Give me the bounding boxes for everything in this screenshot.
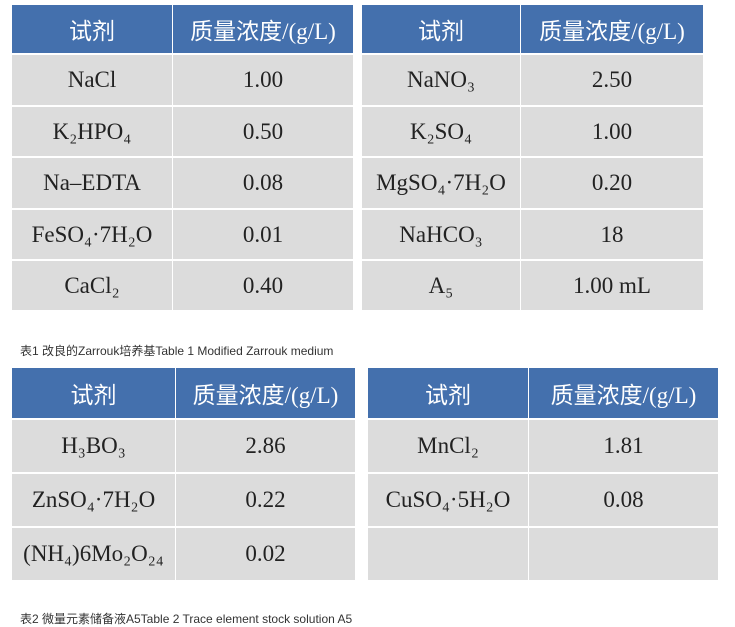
table-cell: FeSO₄·7H₂O [12, 210, 172, 259]
table-cell: 1.81 [529, 420, 718, 472]
table-cell: 18 [521, 210, 703, 259]
header-cell: 试剂 [12, 5, 172, 53]
header-cell: 试剂 [12, 368, 175, 418]
table-cell: (NH₄)6Mo₂O₂₄ [12, 528, 175, 580]
table-cell: 0.50 [173, 107, 353, 156]
empty-cell [368, 528, 528, 580]
table-cell: NaHCO₃ [362, 210, 520, 259]
table-cell: 2.50 [521, 55, 703, 105]
header-cell: 质量浓度/(g/L) [529, 368, 718, 418]
table-cell: 0.02 [176, 528, 355, 580]
table-caption: 表2 微量元素储备液A5Table 2 Trace element stock … [20, 612, 353, 626]
header-cell: 质量浓度/(g/L) [176, 368, 355, 418]
table-cell: ZnSO₄·7H₂O [12, 474, 175, 526]
table-cell: Na–EDTA [12, 158, 172, 208]
header-cell: 试剂 [362, 5, 520, 53]
table-cell: MgSO₄·7H₂O [362, 158, 520, 208]
header-cell: 质量浓度/(g/L) [173, 5, 353, 53]
header-cell: 试剂 [368, 368, 528, 418]
table-cell: MnCl₂ [368, 420, 528, 472]
table-caption: 表1 改良的Zarrouk培养基Table 1 Modified Zarrouk… [20, 344, 334, 358]
table-cell: 0.40 [173, 261, 353, 310]
table-cell: 1.00 [173, 55, 353, 105]
table-cell: CuSO₄·5H₂O [368, 474, 528, 526]
empty-cell [529, 528, 718, 580]
table-cell: K₂HPO₄ [12, 107, 172, 156]
table-cell: CaCl₂ [12, 261, 172, 310]
header-cell: 质量浓度/(g/L) [521, 5, 703, 53]
table-cell: NaNO₃ [362, 55, 520, 105]
table-cell: 1.00 [521, 107, 703, 156]
table-cell: H₃BO₃ [12, 420, 175, 472]
table-cell: NaCl [12, 55, 172, 105]
table-cell: A₅ [362, 261, 520, 310]
table-cell: 2.86 [176, 420, 355, 472]
table-cell: 0.22 [176, 474, 355, 526]
table-cell: 1.00 mL [521, 261, 703, 310]
table-cell: 0.01 [173, 210, 353, 259]
table-cell: K₂SO₄ [362, 107, 520, 156]
table-cell: 0.20 [521, 158, 703, 208]
table-cell: 0.08 [173, 158, 353, 208]
table-cell: 0.08 [529, 474, 718, 526]
